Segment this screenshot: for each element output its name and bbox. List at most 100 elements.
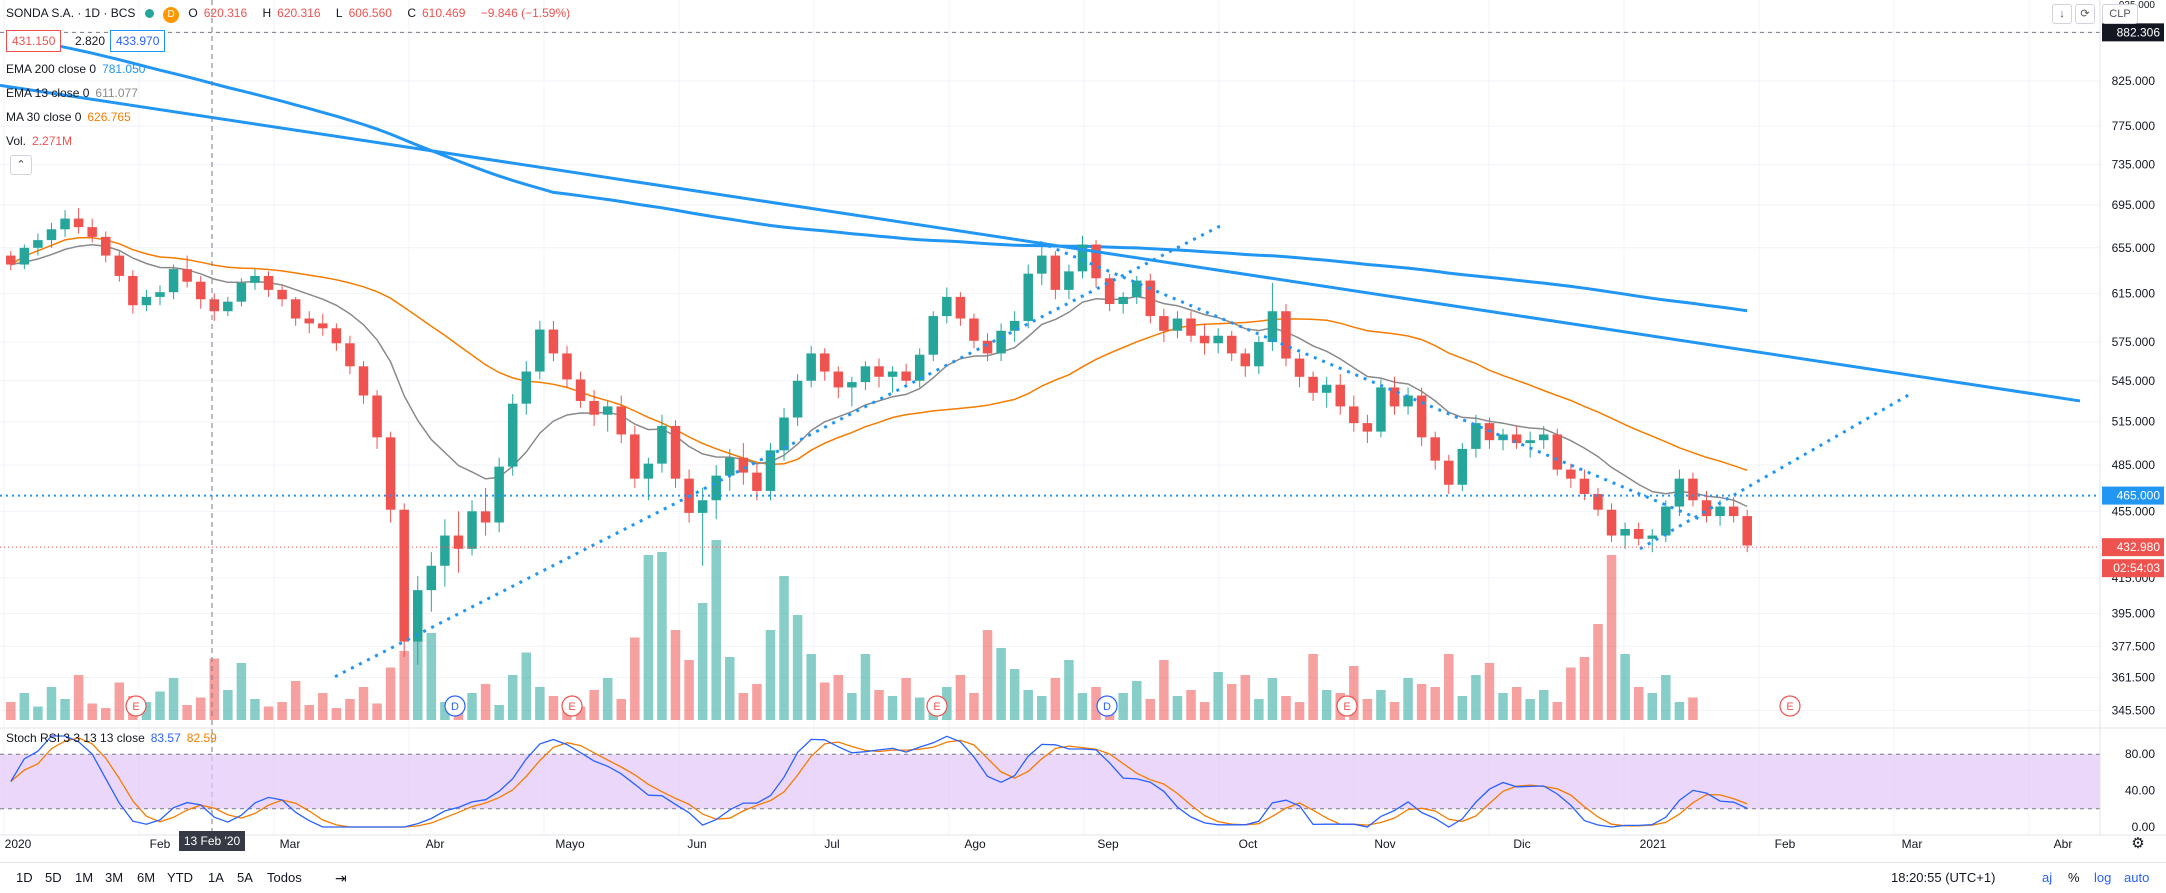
- symbol-title[interactable]: SONDA S.A. · 1D · BCS: [6, 6, 136, 20]
- time-tick-label: 2021: [1640, 837, 1667, 851]
- candle: [141, 289, 152, 312]
- candle-body: [1294, 358, 1305, 377]
- candle: [1606, 503, 1617, 543]
- volume-bar: [711, 540, 721, 720]
- event-marker: E: [1779, 695, 1801, 717]
- candle-body: [765, 450, 776, 491]
- collapse-legend-button[interactable]: ⌃: [10, 155, 32, 175]
- candle-body: [1376, 387, 1386, 432]
- candle: [725, 448, 735, 491]
- badge-last-bg: [2102, 538, 2164, 557]
- log-toggle[interactable]: log: [2094, 870, 2112, 885]
- volume-bar: [548, 696, 559, 720]
- ask-box[interactable]: 433.970: [110, 30, 166, 52]
- tf-5a[interactable]: 5A: [237, 870, 253, 885]
- volume-bar: [521, 652, 532, 720]
- candle-body: [1349, 406, 1359, 424]
- candle: [1403, 387, 1413, 415]
- candle-body: [1403, 395, 1413, 407]
- volume-bar: [1294, 702, 1305, 720]
- candle-body: [996, 330, 1006, 354]
- tf-1a[interactable]: 1A: [208, 870, 224, 885]
- candle: [901, 363, 911, 388]
- date-range-icon[interactable]: ⇥: [335, 870, 347, 886]
- candle-body: [1091, 244, 1101, 279]
- time-tick-label: Nov: [1374, 837, 1395, 851]
- badge-465-text: 465.000: [2117, 489, 2161, 503]
- tf-ytd[interactable]: YTD: [167, 870, 193, 885]
- adj-toggle[interactable]: aj: [2042, 870, 2053, 885]
- event-circle: [1096, 695, 1118, 717]
- time-tick-label: Mayo: [555, 837, 585, 851]
- candle-body: [1267, 311, 1278, 343]
- tf-1m[interactable]: 1M: [75, 870, 94, 885]
- candle: [860, 361, 871, 391]
- candle: [535, 320, 545, 380]
- candle-body: [1145, 280, 1156, 317]
- candle: [657, 414, 667, 473]
- volume-bar: [33, 706, 43, 720]
- bid-box[interactable]: 431.150: [6, 30, 62, 52]
- refresh-icon[interactable]: ⟳: [2075, 4, 2095, 24]
- auto-toggle[interactable]: auto: [2124, 870, 2150, 885]
- badge-timer: 02:54:03: [2102, 559, 2164, 578]
- candle-body: [1186, 318, 1196, 336]
- candle: [1023, 264, 1033, 329]
- candle: [738, 443, 749, 485]
- tf-3m[interactable]: 3M: [105, 870, 124, 885]
- tf-1d[interactable]: 1D: [16, 870, 33, 885]
- candle: [1091, 240, 1101, 288]
- volume-bar: [819, 682, 830, 720]
- volume-bar: [1321, 690, 1332, 720]
- candle: [128, 270, 138, 314]
- candle: [833, 366, 844, 399]
- stoch-row[interactable]: Stoch RSI 3 3 13 13 close 83.57 82.59: [6, 731, 217, 745]
- currency-label[interactable]: CLP: [2102, 4, 2138, 24]
- volume-bar: [1362, 699, 1373, 720]
- time-tick-label: Oct: [1239, 837, 1258, 851]
- ema13-row[interactable]: EMA 13 close 0 611.077: [6, 86, 138, 100]
- candle-body: [942, 296, 952, 317]
- candle-body: [1674, 478, 1685, 507]
- candle: [223, 296, 233, 317]
- candle: [1104, 273, 1115, 312]
- tf-5d[interactable]: 5D: [45, 870, 62, 885]
- tf-todos[interactable]: Todos: [267, 870, 302, 885]
- percent-toggle[interactable]: %: [2068, 870, 2080, 885]
- candle-body: [779, 417, 789, 451]
- scroll-down-icon[interactable]: ↓: [2052, 4, 2072, 24]
- candle-body: [670, 425, 681, 479]
- volume-bar: [1688, 697, 1698, 720]
- candle-body: [1661, 506, 1671, 536]
- candle-body: [1511, 434, 1522, 444]
- trendline-support: [334, 224, 1221, 678]
- candle-body: [1064, 271, 1074, 290]
- candle: [1118, 292, 1128, 314]
- candle: [168, 264, 179, 300]
- candle: [33, 233, 43, 256]
- clock[interactable]: 18:20:55 (UTC+1): [1891, 870, 1996, 885]
- volume-bar: [535, 687, 545, 720]
- candle: [602, 400, 613, 432]
- candle-body: [1606, 509, 1617, 536]
- ma30-row[interactable]: MA 30 close 0 626.765: [6, 110, 131, 124]
- vol-row[interactable]: Vol. 2.271M: [6, 134, 72, 148]
- candle-body: [914, 354, 925, 381]
- tf-6m[interactable]: 6M: [137, 870, 156, 885]
- candle-body: [87, 227, 97, 237]
- ema200-row[interactable]: EMA 200 close 0 781.050: [6, 62, 145, 76]
- candle-body: [982, 340, 993, 354]
- candle: [209, 293, 220, 321]
- candle-body: [1050, 255, 1061, 290]
- candle-body: [250, 275, 260, 283]
- price-tick-label: 825.000: [2112, 74, 2156, 88]
- candle-body: [60, 218, 70, 230]
- candle-body: [1715, 506, 1725, 517]
- open-value: 620.316: [203, 6, 248, 20]
- candle-body: [494, 466, 504, 523]
- price-tick-label: 361.500: [2112, 671, 2156, 685]
- candle-body: [263, 275, 274, 290]
- volume-bar: [1091, 687, 1101, 720]
- change-value: −9.846 (−1.59%): [480, 6, 571, 20]
